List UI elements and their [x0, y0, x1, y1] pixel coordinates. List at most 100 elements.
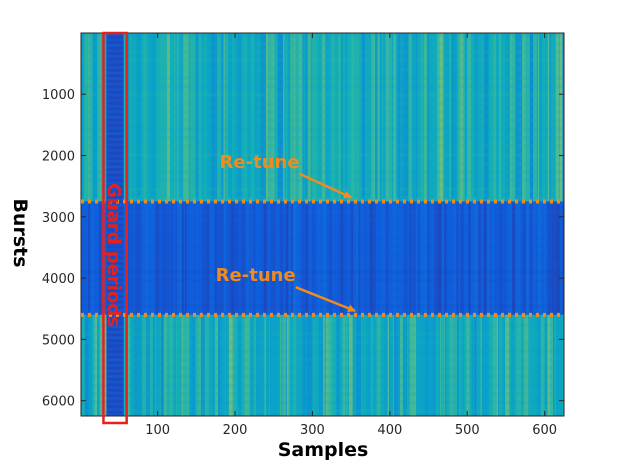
heatmap-stripe: [456, 201, 459, 315]
guard-column-texture: [106, 270, 124, 273]
heatmap-stripe: [544, 314, 547, 416]
heatmap-stripe: [166, 33, 171, 202]
guard-column-texture: [106, 60, 124, 64]
heatmap-stripe: [141, 201, 146, 315]
heatmap-stripe: [135, 201, 140, 315]
heatmap-stripe: [286, 314, 289, 416]
heatmap-region-noise: [81, 33, 564, 202]
heatmap-stripe: [449, 33, 451, 202]
guard-column-texture: [106, 121, 124, 125]
heatmap-stripe: [440, 314, 442, 416]
heatmap-stripe: [426, 33, 430, 202]
heatmap-stripe: [327, 201, 328, 315]
heatmap-stripe: [255, 314, 256, 416]
heatmap-stripe: [541, 201, 544, 315]
heatmap-stripe: [152, 314, 156, 416]
heatmap-stripe: [155, 201, 160, 315]
heatmap-stripe: [450, 33, 455, 202]
heatmap-stripe: [550, 33, 555, 202]
heatmap-stripe: [220, 33, 222, 202]
heatmap-stripe: [559, 201, 561, 315]
heatmap-texture: [81, 75, 564, 80]
heatmap-stripe: [225, 314, 229, 416]
heatmap-stripe: [355, 201, 356, 315]
heatmap-stripe: [509, 314, 511, 416]
heatmap-stripe: [337, 33, 342, 202]
heatmap-texture: [81, 41, 564, 46]
heatmap-stripe: [536, 33, 538, 202]
heatmap-stripe: [444, 201, 447, 315]
heatmap-stripe: [460, 33, 464, 202]
heatmap-texture: [81, 340, 564, 345]
heatmap-stripe: [492, 314, 497, 416]
guard-column-texture: [106, 104, 124, 108]
guard-column-texture: [106, 330, 124, 334]
heatmap-stripe: [223, 33, 225, 202]
heatmap-stripe: [397, 314, 399, 416]
heatmap-stripe: [371, 314, 373, 416]
guard-column-texture: [106, 380, 124, 384]
heatmap-stripe: [286, 314, 287, 416]
heatmap-stripe: [510, 314, 515, 416]
heatmap-stripe: [194, 201, 195, 315]
guard-column-texture: [106, 237, 124, 240]
heatmap-stripe: [123, 314, 126, 416]
heatmap-stripe: [175, 33, 177, 202]
heatmap-stripe: [208, 201, 210, 315]
guard-column-texture: [106, 363, 124, 367]
heatmap-stripe: [324, 314, 326, 416]
heatmap-texture: [81, 400, 564, 405]
heatmap-stripe: [561, 201, 564, 315]
guard-column-texture: [106, 71, 124, 75]
heatmap-stripe: [204, 314, 209, 416]
heatmap-texture: [81, 409, 564, 413]
heatmap-stripe: [502, 201, 506, 315]
x-tick-label: 200: [223, 423, 248, 438]
heatmap-texture: [81, 93, 564, 97]
heatmap-stripe: [232, 314, 236, 416]
heatmap-region-noise: [81, 314, 564, 416]
heatmap-stripe: [434, 201, 438, 315]
heatmap-stripe: [365, 314, 369, 416]
guard-column-texture: [106, 369, 124, 373]
heatmap-stripe: [193, 33, 196, 202]
heatmap-stripe: [84, 201, 88, 315]
heatmap-stripe: [296, 201, 299, 315]
guard-column-texture: [106, 292, 124, 296]
heatmap-stripe: [379, 201, 381, 315]
heatmap-stripe: [486, 201, 491, 315]
guard-column-texture: [106, 187, 124, 191]
guard-column-texture: [106, 303, 124, 307]
heatmap-stripe: [250, 201, 253, 315]
guard-column-texture: [106, 325, 124, 329]
heatmap-stripe: [520, 314, 523, 416]
heatmap-texture: [81, 235, 564, 240]
heatmap-stripe: [270, 201, 275, 315]
heatmap-stripe: [84, 314, 89, 416]
heatmap-stripe: [412, 314, 417, 416]
heatmap-stripe: [320, 201, 322, 315]
heatmap-stripe: [278, 314, 280, 416]
y-tick-label: 4000: [42, 272, 75, 287]
retune-label: Re-tune: [216, 265, 296, 286]
heatmap-stripe: [187, 33, 190, 202]
heatmap-stripe: [560, 201, 562, 315]
heatmap-stripe: [170, 33, 175, 202]
heatmap-stripe: [342, 314, 345, 416]
heatmap-stripe: [351, 33, 355, 202]
guard-column-texture: [106, 170, 124, 174]
heatmap-texture: [81, 270, 564, 274]
heatmap-stripe: [195, 33, 199, 202]
heatmap-stripe: [480, 314, 482, 416]
heatmap-stripe: [246, 33, 249, 202]
heatmap-stripe: [187, 201, 189, 315]
heatmap-stripe: [187, 201, 188, 315]
heatmap-stripe: [90, 201, 95, 315]
heatmap-stripe: [408, 33, 413, 202]
heatmap-stripe: [392, 33, 393, 202]
heatmap-stripe: [474, 201, 479, 315]
heatmap-stripe: [387, 201, 392, 315]
heatmap-texture: [81, 101, 564, 106]
heatmap-stripe: [495, 33, 499, 202]
heatmap-stripe: [241, 33, 244, 202]
